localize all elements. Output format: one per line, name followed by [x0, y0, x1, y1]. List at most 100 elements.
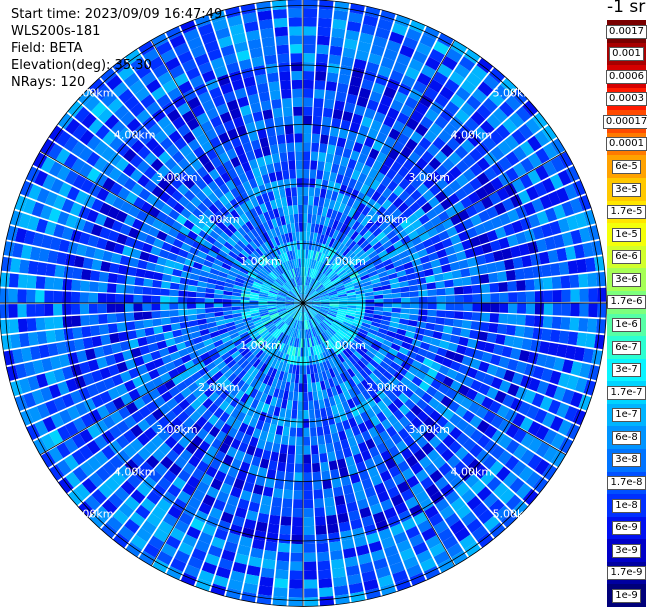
- range-gate-cell: [521, 338, 533, 351]
- range-gate-cell: [482, 373, 495, 386]
- range-gate-cell: [62, 291, 72, 303]
- range-ring-label: 2.00km: [366, 381, 408, 394]
- range-gate-cell: [169, 303, 179, 310]
- range-gate-cell: [325, 153, 334, 164]
- range-gate-cell: [346, 197, 356, 208]
- range-gate-cell: [480, 120, 495, 136]
- range-gate-cell: [323, 425, 331, 436]
- range-gate-cell: [323, 397, 331, 408]
- range-gate-cell: [377, 18, 393, 32]
- range-gate-cell: [380, 254, 391, 263]
- range-gate-cell: [325, 329, 333, 338]
- range-gate-cell: [322, 116, 332, 127]
- range-gate-cell: [475, 340, 487, 351]
- range-gate-cell: [287, 445, 296, 455]
- range-gate-cell: [320, 304, 330, 308]
- colorbar-label: 6e-7: [612, 340, 641, 355]
- range-gate-cell: [266, 163, 275, 174]
- range-gate-cell: [261, 36, 275, 48]
- range-gate-cell: [259, 503, 271, 515]
- range-gate-cell: [317, 288, 327, 295]
- range-gate-cell: [312, 462, 321, 473]
- range-gate-cell: [364, 219, 375, 230]
- range-gate-cell: [311, 279, 317, 288]
- range-gate-cell: [305, 338, 308, 348]
- range-gate-cell: [325, 360, 332, 370]
- range-gate-cell: [213, 407, 225, 419]
- range-gate-cell: [314, 260, 319, 270]
- range-ring-label: 2.00km: [198, 213, 240, 226]
- range-gate-cell: [376, 331, 387, 339]
- range-gate-cell: [380, 343, 391, 352]
- range-gate-cell: [299, 374, 303, 384]
- range-gate-cell: [333, 576, 348, 587]
- range-gate-cell: [321, 254, 328, 264]
- range-gate-cell: [344, 167, 354, 178]
- range-gate-cell: [387, 180, 399, 192]
- range-gate-cell: [277, 389, 285, 399]
- range-gate-cell: [366, 532, 380, 545]
- range-gate-cell: [585, 333, 596, 348]
- range-gate-cell: [430, 234, 442, 245]
- range-gate-cell: [357, 331, 367, 339]
- range-gate-cell: [277, 542, 290, 553]
- range-gate-cell: [408, 285, 419, 292]
- range-gate-cell: [389, 234, 401, 245]
- range-gate-cell: [411, 339, 422, 348]
- range-gate-cell: [437, 63, 453, 78]
- range-gate-cell: [484, 424, 498, 439]
- range-gate-cell: [483, 515, 500, 532]
- range-gate-cell: [480, 196, 494, 210]
- range-gate-cell: [420, 64, 436, 79]
- range-gate-cell: [311, 303, 321, 305]
- range-gate-cell: [404, 267, 415, 275]
- range-gate-cell: [257, 512, 270, 524]
- range-gate-cell: [303, 178, 310, 188]
- range-gate-cell: [455, 405, 468, 418]
- range-gate-cell: [458, 124, 473, 139]
- range-gate-cell: [383, 86, 397, 99]
- range-gate-cell: [307, 267, 311, 277]
- range-gate-cell: [309, 291, 317, 298]
- range-gate-cell: [260, 100, 272, 111]
- range-gate-cell: [337, 308, 348, 313]
- range-gate-cell: [151, 311, 161, 319]
- range-gate-cell: [446, 137, 461, 151]
- colorbar: 0.0017 0.001 0.0006 0.0003 0.00017 0.0001 6e-5…: [602, 20, 647, 607]
- range-gate-cell: [396, 112, 410, 125]
- range-ring-label: 5.00km: [72, 507, 114, 520]
- range-gate-cell: [320, 297, 330, 301]
- range-gate-cell: [268, 514, 281, 525]
- range-gate-cell: [342, 447, 353, 459]
- range-gate-cell: [156, 550, 173, 566]
- range-gate-cell: [187, 475, 201, 489]
- range-gate-cell: [133, 294, 143, 303]
- range-gate-cell: [347, 300, 357, 303]
- range-gate-cell: [392, 421, 404, 433]
- range-gate-cell: [588, 303, 598, 318]
- range-gate-cell: [347, 297, 357, 301]
- range-gate-cell: [398, 404, 411, 416]
- range-gate-cell: [321, 342, 328, 352]
- range-gate-cell: [483, 410, 497, 424]
- range-gate-cell: [223, 434, 234, 446]
- range-gate-cell: [368, 148, 380, 160]
- range-gate-cell: [90, 325, 101, 337]
- range-gate-cell: [557, 372, 571, 388]
- range-gate-cell: [133, 303, 143, 312]
- range-gate-cell: [252, 428, 262, 439]
- range-gate-cell: [322, 279, 331, 287]
- range-gate-cell: [496, 404, 510, 419]
- range-gate-cell: [366, 99, 379, 112]
- range-gate-cell: [372, 434, 384, 446]
- range-gate-cell: [306, 320, 310, 330]
- range-gate-cell: [213, 574, 229, 588]
- range-gate-cell: [179, 277, 190, 285]
- range-gate-cell: [330, 190, 339, 202]
- range-gate-cell: [188, 455, 201, 468]
- range-gate-cell: [495, 260, 506, 272]
- range-gate-cell: [303, 294, 306, 303]
- range-gate-cell: [324, 282, 333, 289]
- range-gate-cell: [247, 365, 256, 376]
- range-gate-cell: [444, 245, 456, 256]
